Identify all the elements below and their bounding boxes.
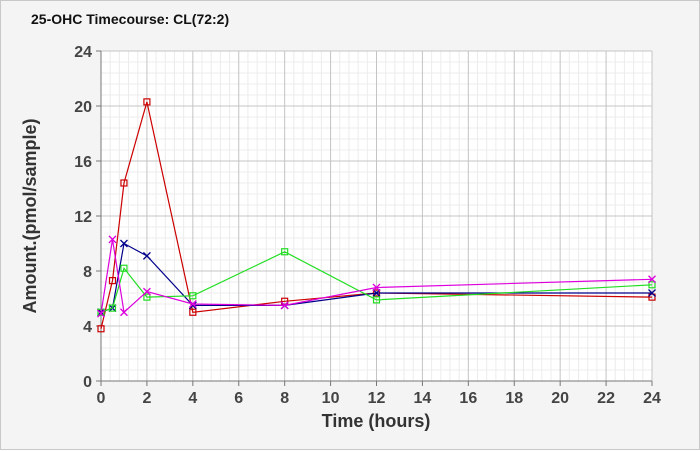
data-point-marker [108,277,117,285]
x-tick-label: 12 [368,390,386,407]
data-point-marker [142,287,151,296]
data-point-marker [372,283,381,292]
data-point-marker [648,275,656,284]
data-point-marker [97,325,105,333]
data-point-marker [188,300,197,308]
series-line-2 [100,242,652,313]
data-point-marker [143,98,151,106]
y-tick-label: 24 [74,44,92,61]
x-tick-label: 24 [643,390,661,407]
y-tick-label: 8 [83,264,92,281]
data-point-marker [189,292,197,300]
data-point-marker [648,281,656,289]
data-point-marker [108,304,117,312]
series-line-4 [100,239,653,314]
chart-title: 25-OHC Timecourse: CL(72:2) [31,11,230,27]
data-point-marker [648,293,656,301]
data-point-marker [372,296,381,304]
data-point-marker [189,308,197,316]
x-tick-label: 20 [551,390,569,407]
data-point-marker [119,308,128,317]
data-point-marker [120,179,128,187]
series-line-1 [100,101,653,329]
series-line-3 [100,251,653,313]
y-tick-label: 12 [74,209,92,226]
data-point-marker [281,297,289,305]
series-layer [97,98,656,333]
y-axis-title: Amount.(pmol/sample) [20,118,40,313]
data-point-marker [143,293,151,301]
data-point-marker [97,308,105,316]
data-point-marker [142,251,151,260]
data-point-marker [648,289,656,297]
x-tick-label: 6 [234,390,243,407]
data-point-marker [119,239,128,248]
y-tick-label: 16 [74,154,92,171]
data-point-marker [108,235,117,244]
y-tick-label: 20 [74,99,92,116]
x-tick-label: 18 [505,390,523,407]
y-tick-label: 0 [83,374,92,391]
data-point-marker [97,309,105,318]
x-tick-label: 16 [459,390,477,407]
data-point-marker [280,301,289,310]
data-point-marker [281,248,289,256]
y-tick-label: 4 [83,319,92,336]
x-tick-label: 0 [97,390,106,407]
x-tick-label: 8 [280,390,289,407]
x-tick-label: 10 [322,390,340,407]
x-tick-label: 4 [188,390,197,407]
x-tick-label: 14 [414,390,432,407]
x-tick-label: 2 [142,390,151,407]
data-point-marker [120,264,128,272]
x-axis-title: Time (hours) [322,411,431,431]
x-tick-label: 22 [597,390,615,407]
